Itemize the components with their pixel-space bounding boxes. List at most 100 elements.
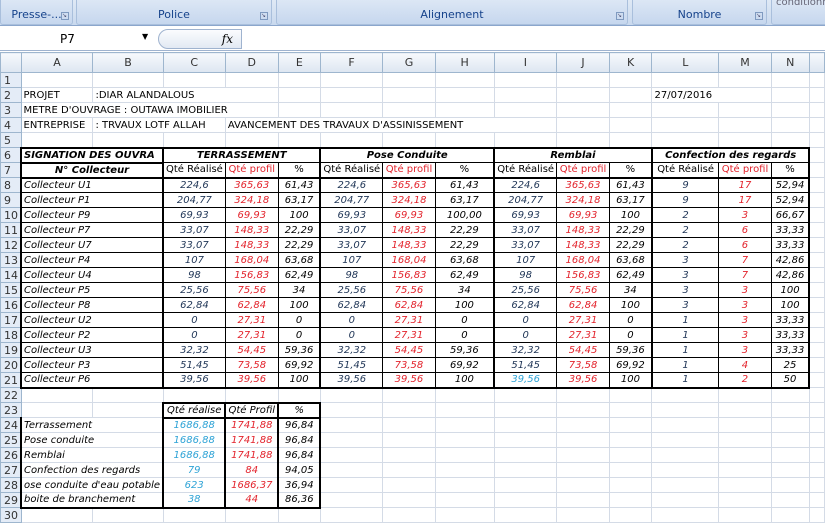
summary-label[interactable]: Remblai — [19, 447, 164, 463]
data-cell[interactable]: 0 — [493, 327, 558, 343]
column-header[interactable]: M — [718, 52, 772, 73]
data-cell[interactable]: 63,17 — [608, 192, 653, 208]
data-cell[interactable]: 2 — [718, 372, 772, 389]
cell[interactable] — [651, 72, 720, 88]
summary-profil[interactable]: 1741,88 — [224, 417, 280, 433]
summary-percent[interactable]: 36,94 — [277, 477, 322, 493]
cell[interactable] — [808, 327, 825, 343]
cell[interactable] — [319, 132, 384, 148]
data-cell[interactable]: 32,32 — [493, 342, 558, 358]
data-cell[interactable]: 69,92 — [608, 357, 653, 373]
row-header[interactable]: 21 — [0, 372, 22, 388]
cell[interactable] — [556, 417, 610, 433]
cell[interactable] — [493, 492, 558, 508]
cell[interactable] — [92, 132, 164, 148]
entreprise-value[interactable]: : TRVAUX LOTF ALLAH — [92, 117, 226, 133]
column-header[interactable]: J — [556, 52, 610, 73]
summary-realise[interactable]: 1686,88 — [162, 447, 227, 463]
cell[interactable] — [319, 402, 384, 418]
cell[interactable] — [770, 417, 810, 433]
summary-percent[interactable]: 86,36 — [277, 492, 322, 509]
cell[interactable] — [493, 447, 558, 463]
data-cell[interactable]: 3 — [650, 297, 720, 313]
data-cell[interactable]: 33,33 — [770, 342, 811, 358]
cell[interactable] — [718, 402, 772, 418]
cell[interactable] — [770, 387, 810, 403]
row-header[interactable]: 26 — [0, 447, 22, 463]
section-header[interactable]: Remblai — [493, 146, 653, 163]
row-header[interactable]: 28 — [0, 477, 22, 493]
data-cell[interactable]: 107 — [319, 252, 384, 268]
row-header[interactable]: 8 — [0, 177, 22, 193]
cell[interactable] — [277, 387, 321, 403]
cell[interactable] — [808, 282, 825, 298]
cell[interactable] — [92, 72, 164, 88]
cell[interactable] — [493, 87, 558, 103]
cell[interactable] — [319, 447, 384, 463]
sub-header[interactable]: % — [277, 162, 321, 179]
row-header[interactable]: 30 — [0, 507, 22, 523]
row-header[interactable]: 14 — [0, 267, 22, 283]
summary-label[interactable]: ose conduite d'eau potable — [19, 477, 164, 493]
data-cell[interactable]: 63,17 — [434, 192, 495, 208]
summary-profil[interactable]: 1741,88 — [224, 432, 280, 448]
cell[interactable] — [319, 477, 384, 493]
data-cell[interactable]: 100 — [434, 372, 495, 389]
cell[interactable] — [382, 102, 436, 118]
cell[interactable] — [770, 102, 810, 118]
cell[interactable] — [808, 447, 825, 463]
cell[interactable] — [651, 387, 720, 403]
cell[interactable] — [651, 132, 720, 148]
dialog-launcher-icon[interactable]: ↘ — [755, 12, 763, 20]
data-cell[interactable]: 98 — [162, 267, 226, 283]
data-cell[interactable]: 52,94 — [770, 192, 811, 208]
cell[interactable] — [224, 132, 279, 148]
data-cell[interactable]: 54,45 — [224, 342, 279, 358]
data-cell[interactable]: 52,94 — [770, 177, 811, 193]
data-cell[interactable]: 3 — [718, 327, 772, 343]
cell[interactable] — [651, 402, 720, 418]
cell[interactable] — [434, 417, 495, 433]
cell[interactable] — [651, 507, 720, 523]
cell[interactable] — [808, 147, 825, 163]
data-cell[interactable]: 39,56 — [319, 372, 384, 389]
data-cell[interactable]: 73,58 — [556, 357, 610, 373]
data-cell[interactable]: 3 — [650, 282, 720, 298]
row-header[interactable]: 18 — [0, 327, 22, 343]
data-cell[interactable]: 148,33 — [556, 237, 610, 253]
cell[interactable] — [556, 132, 610, 148]
collector-name[interactable]: Collecteur P9 — [19, 207, 164, 223]
data-cell[interactable]: 0 — [493, 312, 558, 328]
summary-label[interactable]: boite de branchement — [19, 492, 164, 509]
cell[interactable] — [319, 387, 384, 403]
cell[interactable] — [651, 432, 720, 448]
cell[interactable] — [808, 387, 825, 403]
cell[interactable] — [382, 462, 436, 478]
cell[interactable] — [92, 387, 164, 403]
collector-name[interactable]: Collecteur U1 — [19, 177, 164, 193]
column-header[interactable]: E — [277, 52, 321, 73]
data-cell[interactable]: 100 — [277, 207, 321, 223]
cell[interactable] — [808, 492, 825, 508]
cell[interactable] — [808, 357, 825, 373]
cell[interactable] — [651, 417, 720, 433]
data-cell[interactable]: 98 — [493, 267, 558, 283]
summary-realise[interactable]: 38 — [162, 492, 227, 509]
cell[interactable] — [493, 402, 558, 418]
row-header[interactable]: 9 — [0, 192, 22, 208]
cell[interactable] — [382, 402, 436, 418]
summary-header[interactable]: Qté réalise — [162, 401, 227, 419]
data-cell[interactable]: 0 — [277, 312, 321, 328]
data-cell[interactable]: 63,68 — [608, 252, 653, 268]
data-cell[interactable]: 3 — [718, 297, 772, 313]
data-cell[interactable]: 22,29 — [277, 222, 321, 238]
data-cell[interactable]: 100 — [770, 297, 811, 313]
cell[interactable] — [493, 477, 558, 493]
cell[interactable] — [770, 132, 810, 148]
data-cell[interactable]: 6 — [718, 237, 772, 253]
data-cell[interactable]: 25,56 — [162, 282, 226, 298]
cell[interactable] — [718, 462, 772, 478]
data-cell[interactable]: 156,83 — [382, 267, 436, 283]
cell[interactable] — [382, 87, 436, 103]
cell[interactable] — [224, 507, 279, 523]
